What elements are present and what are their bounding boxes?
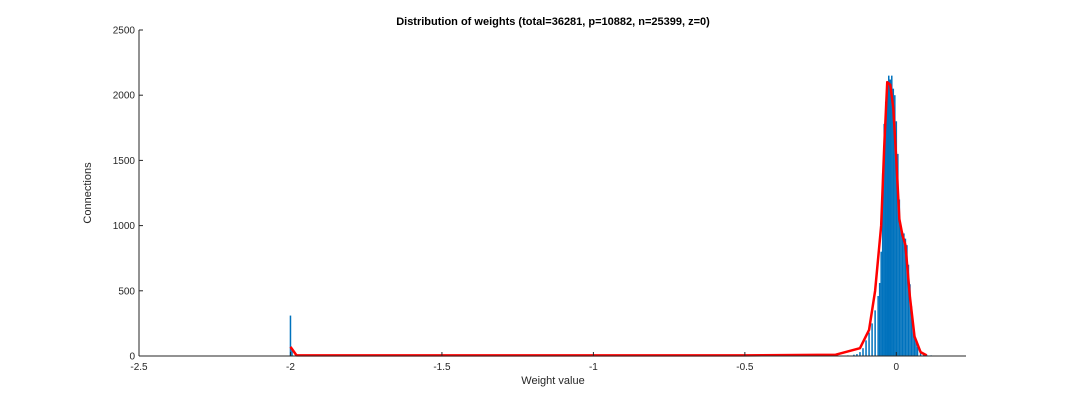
- histogram-bar: [291, 348, 293, 356]
- histogram-bar: [915, 341, 917, 356]
- fit-curve: [289, 80, 928, 357]
- x-tick-label: -2: [286, 362, 295, 373]
- x-tick-label: -2.5: [130, 362, 148, 373]
- y-axis-label: Connections: [82, 162, 94, 224]
- x-tick-label: -0.5: [736, 362, 754, 373]
- y-tick-label: 1500: [113, 156, 136, 167]
- histogram-bar: [880, 251, 882, 356]
- histogram-bar: [881, 173, 884, 356]
- histogram-bar: [871, 323, 873, 356]
- x-ticks: -2.5 -2 -1.5 -1 -0.5 0: [130, 352, 900, 373]
- histogram-bar: [877, 296, 879, 356]
- x-tick-label: -1.5: [433, 362, 451, 373]
- histogram-bar: [868, 332, 870, 356]
- y-tick-label: 1000: [113, 221, 136, 232]
- y-tick-label: 0: [129, 352, 135, 363]
- histogram-bar: [910, 306, 913, 356]
- histogram-bar: [901, 232, 904, 356]
- histogram-bar: [894, 95, 896, 356]
- histogram-bar: [903, 233, 905, 356]
- histogram-bar: [891, 75, 893, 356]
- histogram-bar: [853, 354, 855, 356]
- histogram-bar: [889, 79, 892, 356]
- histogram-bar: [892, 88, 895, 357]
- histogram-bar: [886, 82, 888, 356]
- histogram-bar: [874, 310, 876, 356]
- histogram-bar: [895, 121, 898, 356]
- x-axis-label: Weight value: [521, 375, 584, 387]
- histogram-bar: [912, 322, 914, 356]
- histogram-bar: [916, 346, 919, 356]
- histogram-bar: [862, 348, 864, 356]
- histogram-bar: [878, 282, 881, 356]
- histogram-bar: [897, 153, 899, 356]
- histogram-bar: [913, 333, 916, 356]
- y-tick-label: 2000: [113, 91, 136, 102]
- plot-area: -2.5 -2 -1.5 -1 -0.5 0 0 500 1000 1500 2000 2500: [113, 26, 966, 373]
- fit-line: [289, 80, 928, 357]
- histogram-bar: [859, 352, 861, 356]
- histogram-bar: [906, 245, 908, 356]
- x-tick-label: 0: [894, 362, 900, 373]
- histogram-bar: [909, 284, 911, 356]
- y-tick-label: 500: [118, 286, 135, 297]
- chart-title: Distribution of weights (total=36281, p=…: [396, 16, 710, 28]
- y-tick-label: 2500: [113, 26, 136, 37]
- histogram-bar: [865, 340, 867, 356]
- histogram-bar: [884, 101, 887, 356]
- histogram-bar: [907, 264, 910, 356]
- histogram-bars: [289, 75, 937, 357]
- histogram-bar: [898, 199, 901, 356]
- histogram-bar: [289, 315, 292, 356]
- histogram-bar: [883, 123, 885, 356]
- histogram-bar: [900, 229, 902, 356]
- histogram-bar: [904, 238, 907, 356]
- y-ticks: 0 500 1000 1500 2000 2500: [113, 26, 143, 363]
- histogram-bar: [856, 354, 858, 356]
- histogram-bar: [887, 75, 890, 356]
- x-tick-label: -1: [589, 362, 598, 373]
